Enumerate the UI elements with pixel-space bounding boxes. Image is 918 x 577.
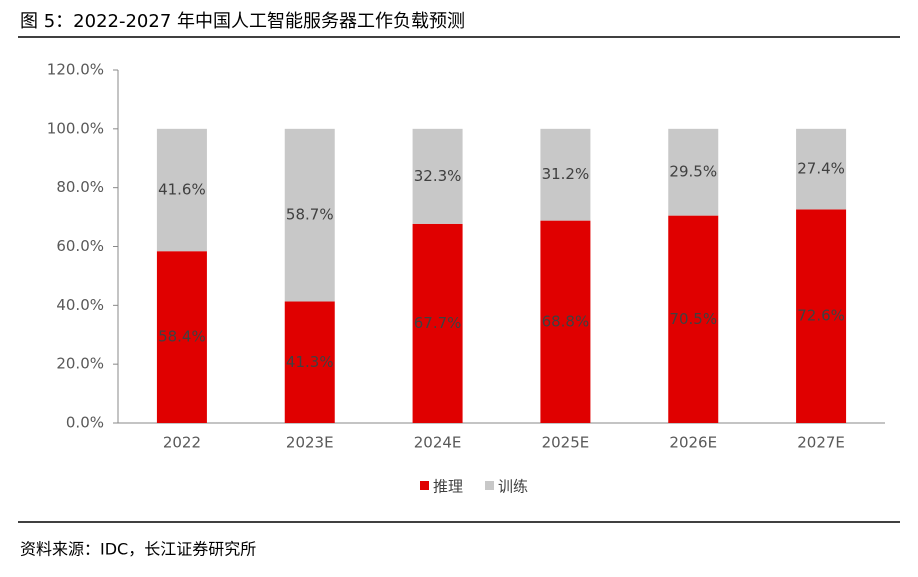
source: 资料来源：IDC，长江证券研究所 bbox=[20, 540, 256, 559]
bar-segment bbox=[540, 220, 591, 423]
value-label: 68.8% bbox=[542, 312, 590, 330]
bar-segment bbox=[796, 128, 847, 210]
value-label: 67.7% bbox=[414, 314, 462, 332]
bar-segment bbox=[796, 209, 847, 423]
value-label: 29.5% bbox=[669, 163, 717, 181]
legend-label: 推理 bbox=[433, 478, 463, 496]
legend-label: 训练 bbox=[498, 478, 528, 496]
x-tick-label: 2022 bbox=[163, 434, 201, 452]
x-tick-label: 2023E bbox=[286, 434, 334, 452]
bar-segment bbox=[668, 215, 719, 423]
y-tick-label: 40.0% bbox=[56, 296, 104, 314]
figure-title: 图 5：2022-2027 年中国人工智能服务器工作负载预测 bbox=[20, 11, 465, 32]
bar-segment bbox=[668, 128, 719, 216]
value-label: 72.6% bbox=[797, 307, 845, 325]
legend-swatch bbox=[420, 481, 429, 490]
y-tick-label: 20.0% bbox=[56, 355, 104, 373]
y-tick-label: 60.0% bbox=[56, 237, 104, 255]
y-tick-label: 80.0% bbox=[56, 178, 104, 196]
y-tick-label: 100.0% bbox=[47, 119, 104, 137]
bar-segment bbox=[412, 128, 463, 224]
bar-segment bbox=[540, 128, 591, 221]
y-tick-label: 120.0% bbox=[47, 61, 104, 79]
x-tick-label: 2025E bbox=[542, 434, 590, 452]
x-tick-label: 2024E bbox=[414, 434, 462, 452]
value-label: 70.5% bbox=[669, 310, 717, 328]
x-tick-label: 2026E bbox=[669, 434, 717, 452]
bar-segment bbox=[156, 128, 207, 252]
x-tick-label: 2027E bbox=[797, 434, 845, 452]
value-label: 32.3% bbox=[414, 167, 462, 185]
bar-segment bbox=[284, 128, 335, 302]
y-tick-label: 0.0% bbox=[66, 414, 104, 432]
bar-segment bbox=[156, 251, 207, 423]
bar-segment bbox=[284, 301, 335, 423]
value-label: 27.4% bbox=[797, 160, 845, 178]
bar-segment bbox=[412, 223, 463, 423]
legend-swatch bbox=[485, 481, 494, 490]
value-label: 41.3% bbox=[286, 353, 334, 371]
value-label: 41.6% bbox=[158, 181, 206, 199]
value-label: 58.4% bbox=[158, 328, 206, 346]
value-label: 31.2% bbox=[542, 165, 590, 183]
value-label: 58.7% bbox=[286, 206, 334, 224]
